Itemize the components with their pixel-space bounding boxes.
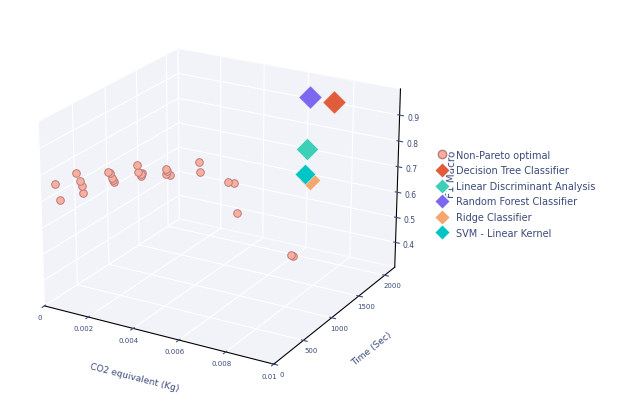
Legend: Non-Pareto optimal, Decision Tree Classifier, Linear Discriminant Analysis, Rand: Non-Pareto optimal, Decision Tree Classi…: [434, 147, 598, 241]
Y-axis label: Time (Sec): Time (Sec): [351, 330, 394, 368]
X-axis label: CO2 equivalent (Kg): CO2 equivalent (Kg): [89, 362, 180, 393]
